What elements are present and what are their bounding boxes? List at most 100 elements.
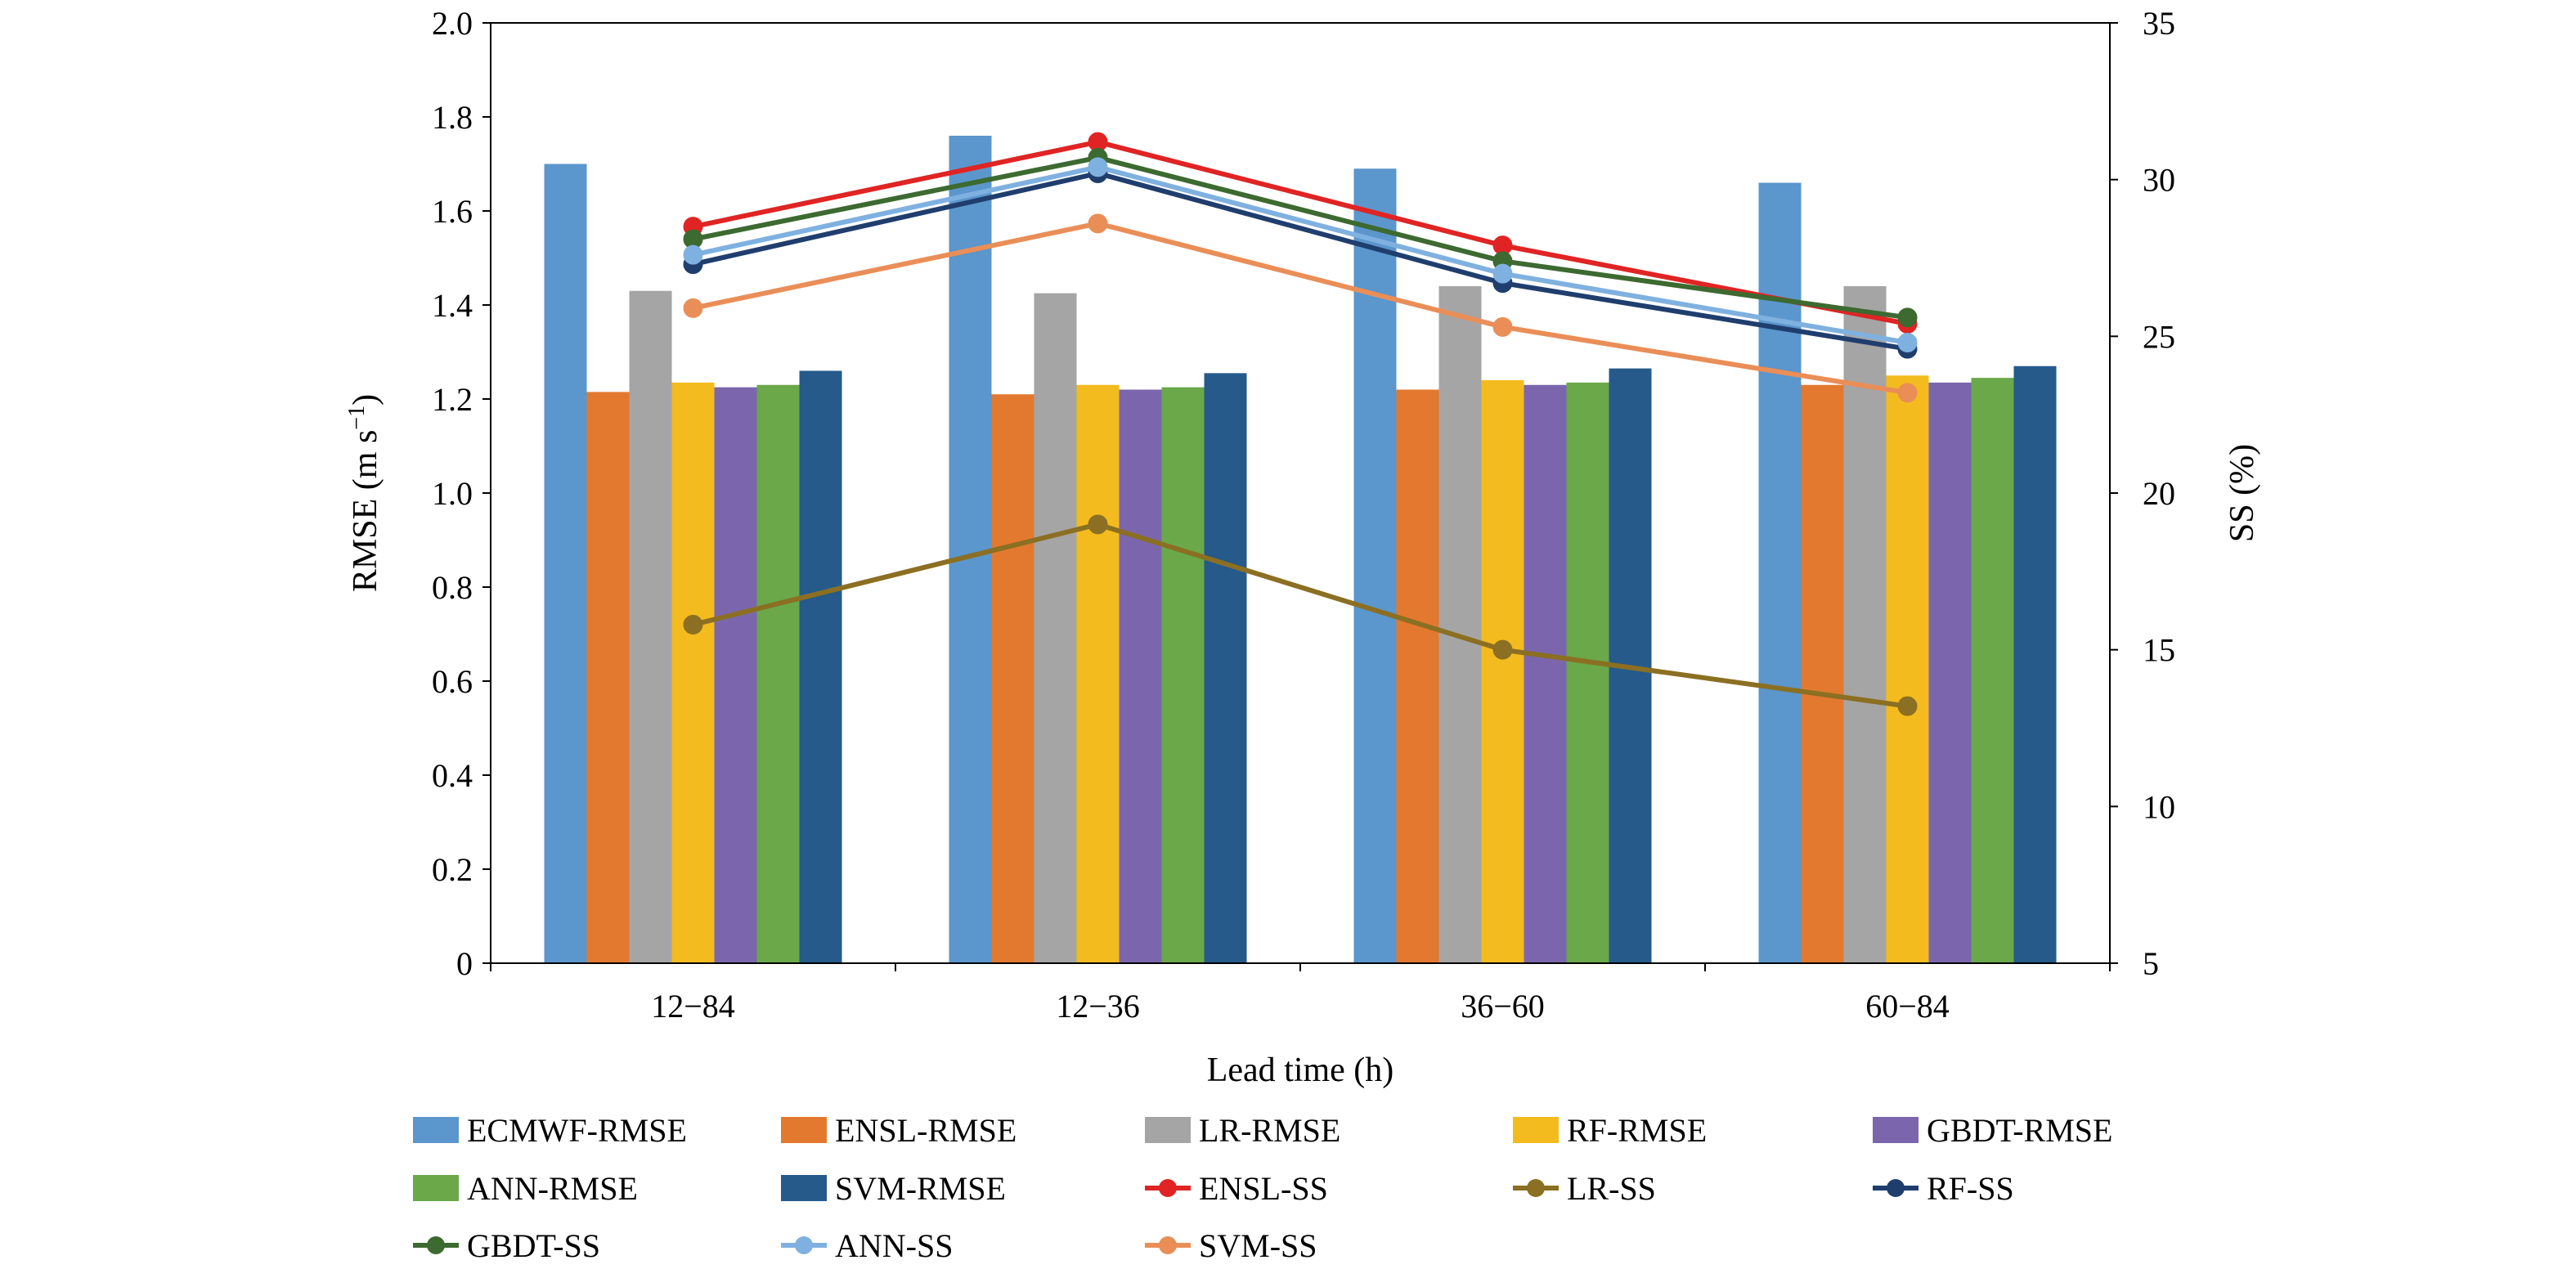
legend-marker — [1887, 1179, 1905, 1197]
left-tick-label: 0.6 — [432, 663, 473, 700]
line-ensl-ss — [692, 139, 1909, 326]
x-tick-label: 36−60 — [1461, 988, 1545, 1025]
left-tick-label: 0.8 — [432, 569, 473, 606]
line-svm-ss — [692, 221, 1908, 396]
legend-swatch — [1513, 1117, 1559, 1143]
legend-label: ECMWF-RMSE — [467, 1112, 687, 1149]
bar-ann-rmse-3 — [1566, 382, 1609, 963]
bar-ann-rmse-1 — [756, 384, 800, 963]
right-axis-title: SS (%) — [2224, 444, 2261, 542]
legend-swatch — [1873, 1117, 1919, 1143]
legend-item-ann-ss: ANN-SS — [781, 1227, 953, 1264]
x-tick-label: 12−36 — [1056, 988, 1140, 1025]
bar-lr-rmse-4 — [1843, 286, 1887, 963]
bars-layer — [544, 136, 2057, 963]
point-ann-ss-3 — [1492, 263, 1513, 284]
line-ann-ss — [692, 164, 1909, 345]
bar-ensl-rmse-3 — [1396, 389, 1439, 963]
bar-ecmwf-rmse-3 — [1353, 168, 1397, 963]
bar-rf-rmse-4 — [1886, 375, 1929, 963]
point-svm-ss-1 — [683, 298, 703, 318]
legend-label: ENSL-SS — [1199, 1170, 1328, 1207]
left-tick-label: 1.2 — [432, 381, 473, 418]
bar-ecmwf-rmse-2 — [949, 136, 992, 963]
point-svm-ss-3 — [1492, 316, 1513, 337]
legend-label: ENSL-RMSE — [835, 1112, 1016, 1149]
legend-marker — [1527, 1179, 1545, 1197]
line-rf-ss — [692, 171, 1908, 352]
right-y-axis: 5 10 15 20 25 30 35 — [2110, 5, 2175, 982]
legend-item-gbdt-rmse: GBDT-RMSE — [1873, 1112, 2112, 1149]
left-tick-label: 0 — [456, 945, 473, 982]
x-tick-label: 12−84 — [651, 988, 735, 1025]
legend-item-ecmwf-rmse: ECMWF-RMSE — [413, 1112, 687, 1149]
bar-ensl-rmse-2 — [991, 394, 1034, 963]
legend-item-ensl-rmse: ENSL-RMSE — [781, 1112, 1016, 1149]
legend-swatch — [781, 1175, 827, 1201]
right-tick-label: 15 — [2143, 632, 2175, 669]
left-tick-label: 2.0 — [432, 5, 473, 42]
bar-rf-rmse-2 — [1076, 384, 1120, 963]
legend-marker — [1159, 1179, 1177, 1197]
right-tick-label: 30 — [2143, 162, 2175, 199]
bar-ann-rmse-2 — [1161, 387, 1205, 963]
legend-item-ensl-ss: ENSL-SS — [1145, 1170, 1328, 1207]
right-tick-label: 10 — [2143, 788, 2175, 825]
legend-marker — [1159, 1236, 1177, 1254]
legend-swatch — [413, 1175, 459, 1201]
point-lr-ss-3 — [1492, 639, 1513, 660]
left-tick-label: 1.6 — [432, 193, 473, 230]
left-y-axis: 0 0.2 0.4 0.6 0.8 1.0 1.2 1.4 1.6 1.8 2.0 — [432, 5, 491, 982]
right-tick-label: 5 — [2143, 945, 2159, 982]
legend-item-svm-rmse: SVM-RMSE — [781, 1170, 1006, 1207]
bar-svm-rmse-1 — [799, 370, 842, 963]
legend-swatch — [781, 1117, 827, 1143]
legend-item-rf-ss: RF-SS — [1873, 1170, 2014, 1207]
legend-label: ANN-SS — [835, 1227, 953, 1264]
bar-rf-rmse-1 — [671, 382, 715, 963]
x-axis: 12−84 12−36 36−60 60−84 — [490, 963, 2111, 1025]
line-lr-ss — [692, 522, 1908, 709]
bar-rf-rmse-3 — [1481, 380, 1524, 963]
right-tick-label: 25 — [2143, 318, 2175, 355]
legend-marker — [795, 1236, 813, 1254]
legend-label: GBDT-RMSE — [1927, 1112, 2112, 1149]
right-tick-label: 35 — [2143, 5, 2175, 42]
legend-marker — [427, 1236, 445, 1254]
bar-lr-rmse-3 — [1438, 286, 1482, 963]
bar-ensl-rmse-1 — [586, 392, 630, 963]
point-svm-ss-4 — [1897, 383, 1918, 403]
legend-swatch — [413, 1117, 459, 1143]
bar-ecmwf-rmse-4 — [1758, 182, 1802, 963]
left-tick-label: 1.4 — [432, 287, 473, 324]
left-tick-label: 1.8 — [432, 99, 473, 136]
x-tick-label: 60−84 — [1865, 988, 1950, 1025]
x-axis-title: Lead time (h) — [1207, 1052, 1394, 1089]
left-tick-label: 0.4 — [432, 757, 473, 794]
bar-ensl-rmse-4 — [1801, 384, 1844, 963]
legend-item-gbdt-ss: GBDT-SS — [413, 1227, 600, 1264]
point-ann-ss-4 — [1897, 333, 1918, 352]
legend-item-lr-rmse: LR-RMSE — [1145, 1112, 1340, 1149]
legend-label: SVM-SS — [1199, 1227, 1317, 1264]
bar-gbdt-rmse-2 — [1119, 389, 1162, 963]
bar-svm-rmse-4 — [2013, 365, 2057, 963]
right-tick-label: 20 — [2143, 475, 2175, 512]
legend-label: LR-SS — [1567, 1170, 1656, 1207]
legend-item-rf-rmse: RF-RMSE — [1513, 1112, 1707, 1149]
bar-lr-rmse-1 — [629, 290, 672, 963]
legend-item-svm-ss: SVM-SS — [1145, 1227, 1317, 1264]
legend-item-lr-ss: LR-SS — [1513, 1170, 1656, 1207]
bar-ann-rmse-4 — [1971, 378, 2014, 963]
left-axis-title: RMSE (m s−1) — [344, 394, 385, 592]
bar-gbdt-rmse-4 — [1928, 382, 1972, 963]
left-tick-label: 0.2 — [432, 851, 473, 888]
legend-swatch — [1145, 1117, 1191, 1143]
point-ann-ss-2 — [1088, 157, 1108, 177]
bar-svm-rmse-2 — [1204, 373, 1247, 963]
point-lr-ss-2 — [1088, 514, 1108, 535]
bar-lr-rmse-2 — [1034, 293, 1077, 963]
legend-label: ANN-RMSE — [467, 1170, 638, 1207]
